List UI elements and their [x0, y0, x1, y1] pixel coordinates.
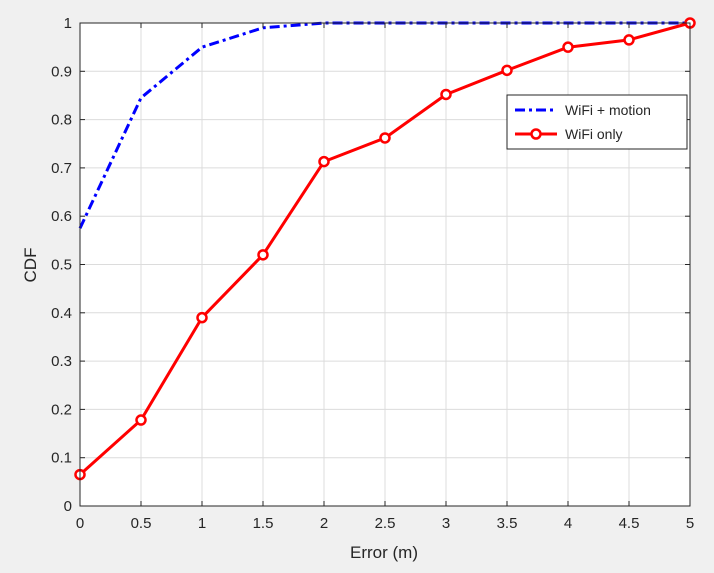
x-tick-label: 4.5	[619, 515, 640, 532]
y-tick-label: 0.3	[51, 353, 72, 370]
x-tick-label: 5	[686, 515, 694, 532]
y-tick-label: 0.6	[51, 208, 72, 225]
y-tick-label: 0.5	[51, 257, 72, 274]
legend-box	[506, 94, 688, 150]
y-tick-label: 0.1	[51, 450, 72, 467]
x-tick-label: 0	[76, 515, 84, 532]
y-axis-label: CDF	[21, 248, 40, 283]
legend: WiFi + motion WiFi only	[506, 94, 688, 150]
data-point	[318, 155, 330, 168]
x-axis-ticks: 0 0.5 1 1.5 2 2.5 3 3.5 4 4.5 5	[76, 23, 694, 532]
data-point	[440, 88, 452, 101]
y-tick-label: 0.8	[51, 112, 72, 129]
x-tick-label: 3	[442, 515, 450, 532]
data-point	[562, 41, 574, 53]
x-tick-label: 2	[320, 515, 328, 532]
y-tick-label: 0	[64, 498, 72, 515]
y-tick-label: 0.9	[51, 63, 72, 80]
data-point	[623, 34, 635, 46]
x-tick-label: 3.5	[497, 515, 518, 532]
legend-swatch-marker	[530, 128, 542, 140]
x-tick-label: 0.5	[131, 515, 152, 532]
data-point	[196, 311, 208, 324]
y-tick-label: 0.2	[51, 401, 72, 418]
legend-label: WiFi + motion	[565, 102, 651, 118]
x-tick-label: 2.5	[375, 515, 396, 532]
x-tick-label: 4	[564, 515, 572, 532]
legend-label: WiFi only	[565, 126, 623, 142]
y-axis-ticks: 0 0.1 0.2 0.3 0.4 0.5 0.6 0.7 0.8 0.9 1	[51, 15, 690, 515]
data-point	[501, 64, 513, 77]
x-tick-label: 1.5	[253, 515, 274, 532]
data-point	[135, 414, 147, 426]
y-tick-label: 0.4	[51, 305, 72, 322]
data-point	[379, 132, 391, 144]
series-2	[74, 17, 696, 481]
x-tick-label: 1	[198, 515, 206, 532]
y-tick-label: 1	[64, 15, 72, 32]
data-point	[257, 249, 269, 261]
x-axis-label: Error (m)	[350, 543, 418, 562]
y-tick-label: 0.7	[51, 160, 72, 177]
